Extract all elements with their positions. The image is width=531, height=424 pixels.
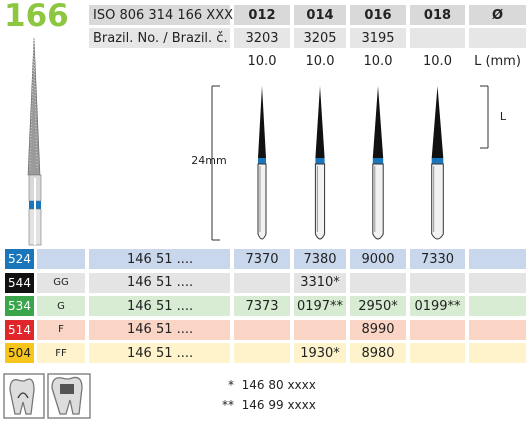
value: 7370	[234, 249, 290, 269]
grit: F	[37, 319, 85, 340]
value	[234, 343, 290, 363]
value	[234, 272, 290, 293]
bur-part	[431, 158, 444, 164]
value: 0197**	[294, 296, 346, 316]
grit: FF	[37, 343, 85, 363]
number: 146 51 ....	[89, 296, 230, 316]
bur-part	[258, 86, 266, 158]
grit: GG	[37, 272, 85, 293]
size-header: 014	[294, 5, 346, 25]
bur-part	[372, 163, 384, 240]
grit: G	[37, 296, 85, 316]
footnote-text: 146 80 xxxx	[241, 378, 316, 392]
bur-part	[315, 158, 325, 164]
length-unit: L (mm)	[474, 53, 521, 69]
number: 146 51 ....	[89, 249, 230, 269]
value	[410, 319, 465, 340]
bur-part	[314, 163, 326, 240]
bur-part	[431, 86, 444, 158]
size-header: 016	[350, 5, 406, 25]
brazil-label: Brazil. No. / Brazil. č.	[89, 28, 230, 48]
grit	[37, 249, 85, 269]
footnote: ** 146 99 xxxx	[222, 398, 316, 412]
code: 524	[5, 249, 34, 269]
number: 146 51 ....	[89, 272, 230, 293]
value: 9000	[350, 249, 406, 269]
code: 504	[5, 343, 34, 363]
value	[350, 272, 406, 293]
size-header: Ø	[469, 5, 526, 25]
value: 2950*	[350, 296, 406, 316]
footnote-text: 146 99 xxxx	[241, 398, 316, 412]
bur-photo	[27, 37, 42, 246]
value	[469, 272, 526, 293]
value	[410, 272, 465, 293]
bur-part	[315, 86, 325, 158]
value	[469, 296, 526, 316]
footnote-marker: *	[228, 378, 234, 392]
bur-drawings	[257, 86, 444, 240]
brazil-number: 3195	[350, 28, 406, 48]
value: 7380	[294, 249, 346, 269]
value	[469, 343, 526, 363]
length: 10.0	[363, 53, 393, 69]
value	[294, 319, 346, 340]
bur-part	[258, 158, 266, 164]
length: 10.0	[305, 53, 335, 69]
brazil-number	[410, 28, 465, 48]
length: 10.0	[247, 53, 277, 69]
bur-part	[431, 163, 444, 240]
iso-label: ISO 806 314 166 XXX ...	[89, 5, 250, 25]
value: 7330	[410, 249, 465, 269]
value: 0199**	[410, 296, 465, 316]
code: 544	[5, 272, 34, 293]
head-length: L	[499, 109, 507, 123]
size-header: 018	[410, 5, 465, 25]
footnote: * 146 80 xxxx	[228, 378, 316, 392]
value: 1930*	[294, 343, 346, 363]
value: 7373	[234, 296, 290, 316]
value	[234, 319, 290, 340]
tooth-icons	[3, 373, 91, 419]
bur-part	[372, 158, 384, 164]
value	[469, 319, 526, 340]
brazil-number	[469, 28, 526, 48]
bur-part	[257, 163, 267, 240]
value: 3310*	[294, 272, 346, 293]
title: 166	[4, 0, 69, 34]
length: 10.0	[423, 53, 452, 69]
value	[410, 343, 465, 363]
value	[469, 249, 526, 269]
code: 514	[5, 319, 34, 340]
code: 534	[5, 296, 34, 316]
length-bracket	[211, 85, 489, 241]
value: 8990	[350, 319, 406, 340]
brazil-number: 3203	[234, 28, 290, 48]
size-header: 012	[234, 5, 290, 25]
brazil-number: 3205	[294, 28, 346, 48]
total-length: 24mm	[191, 153, 227, 167]
bur-part	[372, 86, 384, 158]
number: 146 51 ....	[89, 343, 230, 363]
number: 146 51 ....	[89, 319, 230, 340]
footnote-marker: **	[222, 398, 234, 412]
value: 8980	[350, 343, 406, 363]
